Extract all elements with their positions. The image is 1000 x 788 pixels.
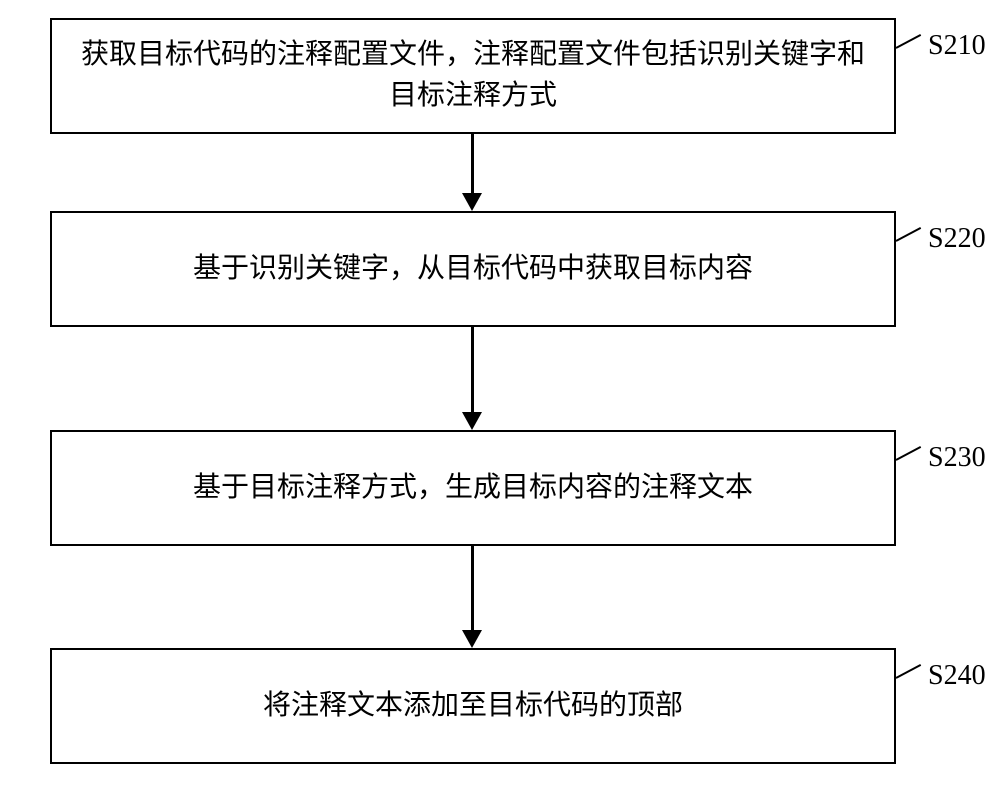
connector-line: [471, 327, 474, 412]
label-tick: [896, 34, 922, 49]
arrow-head-icon: [462, 193, 482, 211]
flow-step-s230: 基于目标注释方式，生成目标内容的注释文本: [50, 430, 896, 546]
flow-step-text: 基于目标注释方式，生成目标内容的注释文本: [193, 468, 753, 509]
label-tick: [896, 446, 922, 461]
label-tick: [896, 227, 922, 242]
flow-step-label: S230: [928, 442, 986, 474]
flow-step-s240: 将注释文本添加至目标代码的顶部: [50, 648, 896, 764]
connector-line: [471, 546, 474, 630]
flow-step-text: 基于识别关键字，从目标代码中获取目标内容: [193, 249, 753, 290]
flow-step-label: S210: [928, 30, 986, 62]
flow-step-s220: 基于识别关键字，从目标代码中获取目标内容: [50, 211, 896, 327]
flow-step-text: 将注释文本添加至目标代码的顶部: [263, 686, 683, 727]
arrow-head-icon: [462, 630, 482, 648]
flow-step-s210: 获取目标代码的注释配置文件，注释配置文件包括识别关键字和目标注释方式: [50, 18, 896, 134]
flow-step-text: 获取目标代码的注释配置文件，注释配置文件包括识别关键字和目标注释方式: [72, 35, 874, 116]
label-tick: [896, 664, 922, 679]
arrow-head-icon: [462, 412, 482, 430]
flow-step-label: S220: [928, 223, 986, 255]
flowchart-canvas: 获取目标代码的注释配置文件，注释配置文件包括识别关键字和目标注释方式 S210 基于…: [0, 0, 1000, 788]
connector-line: [471, 134, 474, 193]
flow-step-label: S240: [928, 660, 986, 692]
